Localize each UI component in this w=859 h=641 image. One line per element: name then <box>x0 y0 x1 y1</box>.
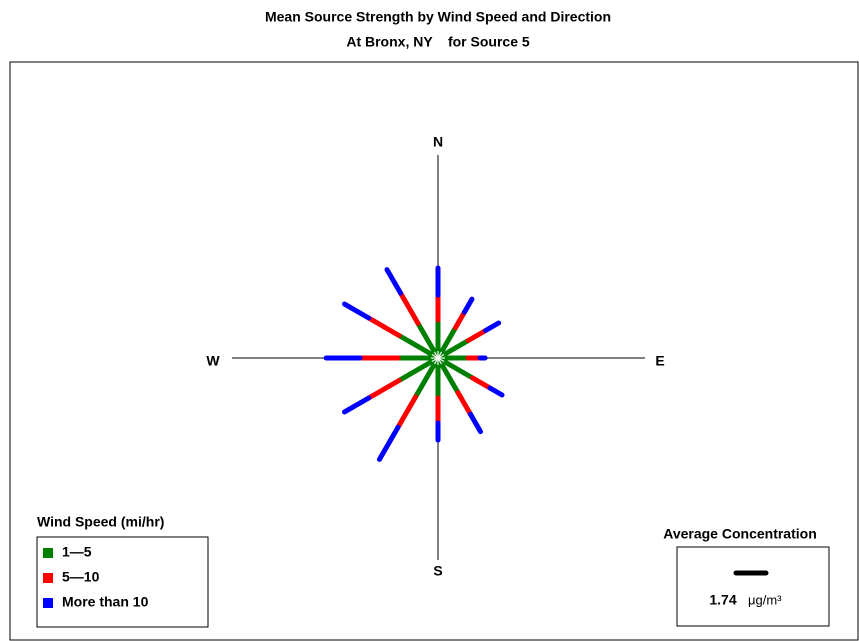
spoke-segment <box>366 378 402 401</box>
spoke-segment <box>461 296 475 315</box>
spoke-segment <box>487 385 505 398</box>
spoke-segment <box>483 320 502 333</box>
legend-swatch <box>43 598 53 608</box>
legend-title: Wind Speed (mi/hr) <box>37 514 164 530</box>
legend-box <box>36 536 209 628</box>
chart-subtitle: At Bronx, NY for Source 5 <box>346 34 530 50</box>
legend-label: 5—10 <box>62 569 100 585</box>
spoke-segment <box>413 355 441 400</box>
center-star <box>433 351 443 365</box>
spoke-segment <box>376 424 401 462</box>
legend-label: 1—5 <box>62 544 92 560</box>
compass-label: W <box>206 353 220 369</box>
compass-label: S <box>433 563 442 579</box>
reference-title: Average Concentration <box>663 526 817 542</box>
legend-swatch <box>43 573 53 583</box>
spoke-segment <box>396 355 441 383</box>
frame <box>9 61 859 641</box>
spoke-segment <box>455 390 473 417</box>
legend-label: More than 10 <box>62 594 149 610</box>
compass-label: N <box>433 134 443 150</box>
compass-label: E <box>655 353 664 369</box>
reference-box <box>676 546 830 627</box>
spoke-segment <box>398 290 421 326</box>
reference-unit: μg/m³ <box>748 592 782 607</box>
spoke-segment <box>342 301 372 321</box>
spoke-segment <box>366 315 402 338</box>
spoke-segment <box>384 267 403 296</box>
spoke-segment <box>453 309 467 331</box>
spoke-segment <box>395 394 418 430</box>
reference-value: 1.74 <box>709 592 736 608</box>
chart-title: Mean Source Strength by Wind Speed and D… <box>265 9 611 25</box>
spoke-segment <box>470 375 493 391</box>
spoke-segment <box>342 395 372 415</box>
spoke-segment <box>468 411 483 435</box>
legend-swatch <box>43 548 53 558</box>
spoke-segment <box>396 333 441 361</box>
spoke-segment <box>465 328 489 343</box>
